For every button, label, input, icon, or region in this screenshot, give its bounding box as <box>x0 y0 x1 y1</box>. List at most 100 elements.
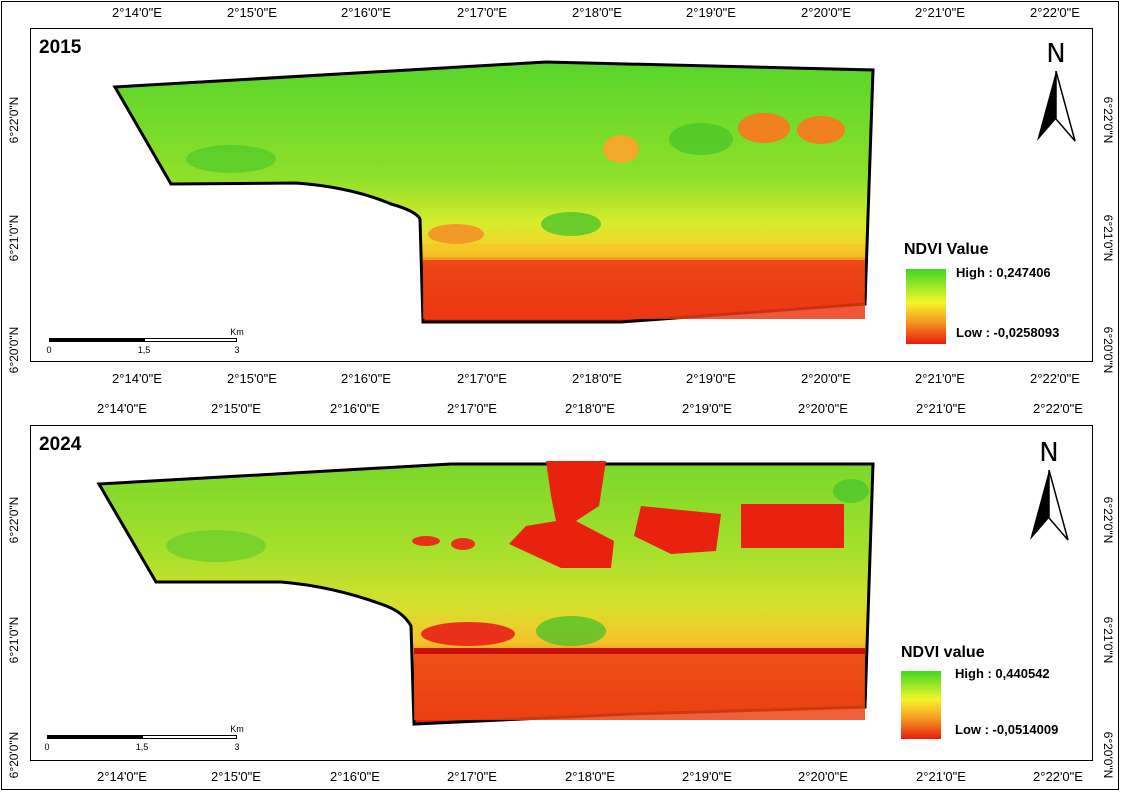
panel-year: 2015 <box>39 37 82 58</box>
x-tick-bottom: 2°18'0"E <box>565 769 615 784</box>
low-ndvi-zone <box>423 257 865 319</box>
map-panel-2015: 2015 N NDVI Value <box>30 28 1093 362</box>
x-tick-bottom: 2°20'0"E <box>801 371 851 386</box>
legend-2024: NDVI value High : 0,440542 Low : -0,0514… <box>901 644 1086 762</box>
y-tick-right: 6°22'0"N <box>1101 96 1115 144</box>
x-tick-top: 2°15'0"E <box>211 401 261 416</box>
north-arrow-icon <box>1037 71 1076 142</box>
x-tick-bottom: 2°17'0"E <box>457 371 507 386</box>
y-tick-right: 6°22'0"N <box>1101 496 1115 544</box>
scale-label: 3 <box>234 742 240 752</box>
x-tick-bottom: 2°15'0"E <box>211 769 261 784</box>
scale-bar-2024: Km 0 1,5 3 <box>44 724 247 754</box>
scale-unit: Km <box>230 724 244 734</box>
x-tick-top: 2°22'0"E <box>1033 401 1083 416</box>
legend-low-value: Low : -0,0514009 <box>955 722 1059 737</box>
map-panel-2024: 2024 N NDVI <box>30 425 1093 761</box>
x-tick-top: 2°19'0"E <box>682 401 732 416</box>
high-ndvi-patch <box>833 479 869 503</box>
x-tick-bottom: 2°20'0"E <box>798 769 848 784</box>
scale-label: 0 <box>44 742 50 752</box>
transition-zone <box>423 244 865 260</box>
low-ndvi-zone <box>414 652 865 720</box>
x-tick-top: 2°20'0"E <box>801 5 851 20</box>
high-ndvi-patch <box>536 616 606 646</box>
x-tick-bottom: 2°22'0"E <box>1033 769 1083 784</box>
x-tick-bottom: 2°14'0"E <box>97 769 147 784</box>
scale-segment <box>144 338 237 342</box>
legend-high-value: High : 0,440542 <box>955 666 1050 681</box>
x-tick-bottom: 2°15'0"E <box>227 371 277 386</box>
y-tick-left: 6°22'0"N <box>7 96 21 144</box>
low-ndvi-line <box>414 648 865 654</box>
legend-color-ramp <box>901 671 941 739</box>
x-tick-top: 2°16'0"E <box>341 5 391 20</box>
low-ndvi-patch <box>738 113 790 143</box>
x-tick-bottom: 2°16'0"E <box>341 371 391 386</box>
legend-color-ramp <box>906 269 946 344</box>
north-arrow-icon <box>1030 470 1069 541</box>
x-tick-bottom: 2°17'0"E <box>447 769 497 784</box>
scale-segment <box>142 735 237 739</box>
x-tick-top: 2°17'0"E <box>447 401 497 416</box>
x-tick-bottom: 2°19'0"E <box>682 769 732 784</box>
x-tick-bottom: 2°18'0"E <box>572 371 622 386</box>
y-tick-right: 6°20'0"N <box>1101 326 1115 374</box>
north-arrow-2015: N <box>1036 39 1076 144</box>
x-tick-bottom: 2°19'0"E <box>686 371 736 386</box>
x-tick-top: 2°18'0"E <box>565 401 615 416</box>
x-tick-top: 2°20'0"E <box>798 401 848 416</box>
x-tick-top: 2°19'0"E <box>686 5 736 20</box>
y-tick-left: 6°20'0"N <box>7 326 21 374</box>
north-label: N <box>1046 39 1066 69</box>
legend-low-value: Low : -0,0258093 <box>956 325 1060 340</box>
scale-label: 1,5 <box>137 345 151 355</box>
legend-title: NDVI value <box>901 644 985 661</box>
high-ndvi-patch <box>186 145 276 173</box>
x-tick-top: 2°21'0"E <box>915 5 965 20</box>
x-tick-top: 2°14'0"E <box>97 401 147 416</box>
x-tick-top: 2°18'0"E <box>572 5 622 20</box>
high-ndvi-patch <box>541 212 601 236</box>
north-arrow-2024: N <box>1029 438 1069 543</box>
scale-segment <box>49 338 144 342</box>
y-tick-right: 6°20'0"N <box>1101 731 1115 779</box>
legend-2015: NDVI Value High : 0,247406 Low : -0,0258… <box>904 241 1089 361</box>
x-tick-top: 2°22'0"E <box>1030 5 1080 20</box>
x-tick-top: 2°17'0"E <box>457 5 507 20</box>
y-tick-left: 6°21'0"N <box>7 616 21 664</box>
x-tick-top: 2°14'0"E <box>112 5 162 20</box>
panel-year: 2024 <box>39 434 82 455</box>
x-tick-bottom: 2°22'0"E <box>1030 371 1080 386</box>
low-ndvi-patch <box>428 224 484 244</box>
low-ndvi-patch <box>603 135 639 163</box>
low-ndvi-patch <box>634 506 721 554</box>
low-ndvi-patch <box>509 461 614 568</box>
high-ndvi-patch <box>166 530 266 562</box>
y-tick-left: 6°22'0"N <box>7 496 21 544</box>
x-tick-bottom: 2°16'0"E <box>330 769 380 784</box>
scale-bar-2015: Km 0 1,5 3 <box>46 327 249 357</box>
low-ndvi-patch <box>797 116 845 144</box>
x-tick-top: 2°21'0"E <box>916 401 966 416</box>
low-ndvi-patch <box>451 538 475 550</box>
low-ndvi-patch <box>421 622 515 646</box>
y-tick-right: 6°21'0"N <box>1101 616 1115 664</box>
legend-high-value: High : 0,247406 <box>956 265 1051 280</box>
x-tick-bottom: 2°21'0"E <box>915 371 965 386</box>
scale-label: 0 <box>46 345 52 355</box>
x-tick-bottom: 2°21'0"E <box>916 769 966 784</box>
north-label: N <box>1039 438 1059 468</box>
legend-title: NDVI Value <box>904 241 989 258</box>
scale-label: 1,5 <box>135 742 149 752</box>
high-ndvi-patch <box>669 123 733 155</box>
x-tick-bottom: 2°14'0"E <box>112 371 162 386</box>
low-ndvi-patch <box>741 504 844 548</box>
y-tick-left: 6°20'0"N <box>7 731 21 779</box>
ndvi-map-2024 <box>96 461 875 726</box>
ndvi-map-2015 <box>112 60 875 324</box>
scale-segment <box>47 735 142 739</box>
scale-label: 3 <box>234 345 240 355</box>
x-tick-top: 2°16'0"E <box>330 401 380 416</box>
